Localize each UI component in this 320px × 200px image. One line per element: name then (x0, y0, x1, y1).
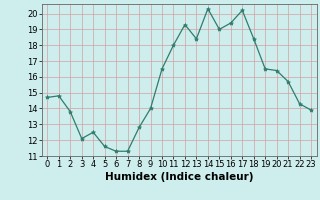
X-axis label: Humidex (Indice chaleur): Humidex (Indice chaleur) (105, 172, 253, 182)
